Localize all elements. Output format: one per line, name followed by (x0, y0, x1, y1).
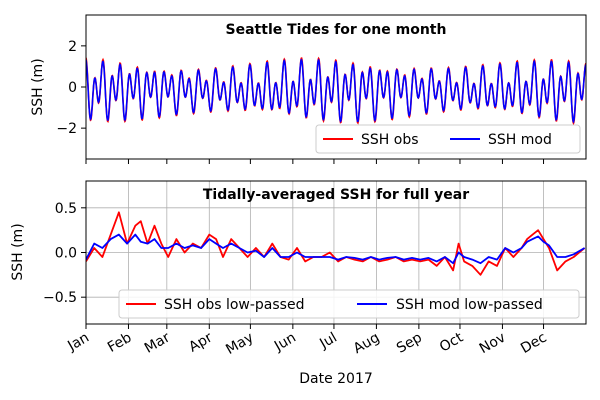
tides-x-ticks (85, 159, 545, 164)
lowpass-panel: −0.5 0.0 0.5 Jan Feb Mar Apr May Jun Jul Aug Sep Oc… (10, 180, 587, 387)
lowpass-x-tick-label: Oct (437, 329, 466, 355)
series-line-mod-lowpass (86, 233, 586, 265)
lowpass-y-ticks: −0.5 0.0 0.5 (43, 201, 86, 306)
lowpass-y-label: SSH (m) (10, 223, 26, 280)
lowpass-legend: SSH obs low-passed SSH mod low-passed (118, 289, 580, 319)
legend-label-obs-lowpass: SSH obs low-passed (164, 297, 304, 313)
tides-y-tick-label: 2 (68, 39, 77, 55)
tides-y-tick-label: 0 (68, 80, 77, 96)
lowpass-title: Tidally-averaged SSH for full year (203, 187, 469, 203)
lowpass-x-tick-label: Sep (394, 330, 425, 357)
lowpass-x-tick-label: Nov (477, 330, 509, 358)
tides-series (86, 56, 586, 126)
tides-legend-box (315, 124, 581, 154)
lowpass-x-tick-label: Jul (316, 330, 340, 353)
tides-legend: SSH obs SSH mod (315, 124, 581, 154)
series-line-obs-lowpass (86, 211, 586, 276)
lowpass-x-tick-label: May (223, 330, 256, 358)
lowpass-x-tick-label: Mar (142, 329, 173, 356)
legend-label-ssh-mod: SSH mod (488, 132, 552, 148)
tides-y-label: SSH (m) (30, 58, 46, 115)
tides-y-tick-label: −2 (56, 121, 77, 137)
lowpass-x-tick-label: Aug (351, 330, 383, 358)
lowpass-x-tick-label: Apr (186, 329, 215, 355)
lowpass-x-tick-label: Jun (271, 330, 299, 355)
tides-title: Seattle Tides for one month (226, 22, 447, 38)
lowpass-legend-box (118, 289, 580, 319)
legend-label-ssh-obs: SSH obs (361, 132, 419, 148)
lowpass-x-label: Date 2017 (299, 371, 373, 387)
lowpass-y-tick-label: 0.5 (55, 201, 77, 217)
lowpass-y-tick-label: 0.0 (55, 246, 77, 262)
legend-label-mod-lowpass: SSH mod low-passed (396, 297, 543, 313)
series-line-ssh-mod (86, 58, 586, 124)
tides-panel: −2 0 2 Seattle Tides for one month SSH (m)… (30, 14, 587, 164)
lowpass-series (86, 211, 586, 276)
lowpass-x-tick-label: Dec (518, 330, 549, 357)
lowpass-x-tick-label: Feb (105, 330, 135, 356)
lowpass-x-tick-label: Jan (64, 330, 92, 355)
lowpass-x-ticks: Jan Feb Mar Apr May Jun Jul Aug Sep Oct Nov Dec (64, 324, 550, 358)
lowpass-y-tick-label: −0.5 (43, 290, 77, 306)
tides-y-ticks: −2 0 2 (56, 39, 86, 137)
